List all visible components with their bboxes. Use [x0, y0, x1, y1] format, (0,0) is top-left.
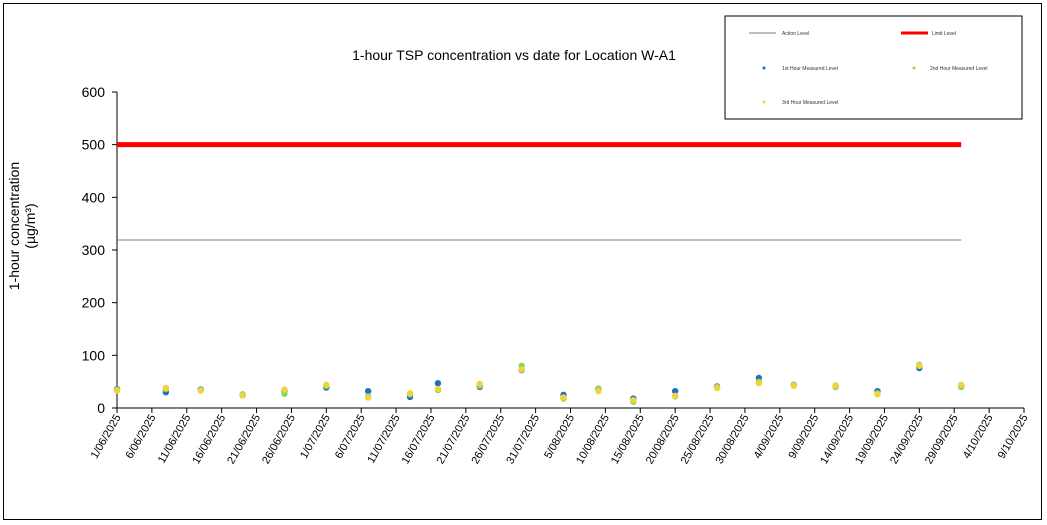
series-3-point [162, 384, 170, 392]
x-tick-label: 16/06/2025 [190, 413, 228, 467]
chart-title: 1-hour TSP concentration vs date for Loc… [352, 47, 676, 63]
x-tick-label: 24/09/2025 [888, 413, 926, 467]
series-3-point [476, 380, 483, 387]
x-tick-label: 29/09/2025 [923, 413, 961, 467]
series-1-point [364, 387, 372, 395]
legend-series-1-swatch [762, 66, 766, 70]
series-3-point [239, 392, 246, 399]
tsp-scatter-chart: 1-hour TSP concentration vs date for Loc… [6, 15, 1031, 466]
series-3-point [916, 362, 923, 370]
chart-frame: 1-hour TSP concentration vs date for Loc… [3, 3, 1042, 520]
x-tick-label: 31/07/2025 [504, 413, 542, 467]
x-tick-label: 9/10/2025 [996, 413, 1031, 461]
x-tick-label: 4/10/2025 [961, 413, 996, 461]
y-tick-label: 0 [97, 400, 105, 416]
legend-series-2-label: 2nd Hour Measured Level [930, 66, 988, 72]
x-tick-label: 21/07/2025 [435, 413, 473, 467]
series-3-point [958, 381, 965, 389]
x-tick-label: 30/08/2025 [714, 413, 752, 467]
y-tick-label: 100 [82, 347, 106, 363]
y-tick-label: 200 [82, 295, 106, 311]
x-tick-label: 6/06/2025 [124, 413, 159, 461]
y-tick-label: 300 [82, 242, 106, 258]
series-3-point [406, 390, 414, 397]
y-axis-label-line2: (µg/m³) [22, 203, 38, 248]
x-tick-label: 14/09/2025 [818, 413, 856, 467]
series-3-point [560, 394, 567, 401]
legend-action-level-label: Action Level [782, 31, 809, 37]
y-tick-label: 600 [82, 84, 106, 100]
y-tick-label: 500 [82, 137, 106, 153]
x-tick-label: 1/07/2025 [298, 413, 333, 461]
x-tick-label: 10/08/2025 [574, 413, 612, 467]
series-3-point [323, 381, 330, 389]
x-tick-label: 9/09/2025 [786, 413, 821, 461]
series-3-point [832, 382, 839, 389]
x-tick-label: 11/06/2025 [156, 413, 194, 466]
x-tick-label: 25/08/2025 [679, 413, 717, 467]
series-3-point [713, 384, 721, 392]
x-tick-label: 26/06/2025 [260, 413, 298, 467]
series-3-point [281, 386, 288, 393]
x-tick-label: 19/09/2025 [853, 413, 891, 467]
y-axis-label: 1-hour concentration (µg/m³) [6, 162, 38, 290]
series-3-point [755, 380, 763, 387]
series-3-point [518, 366, 525, 373]
series-3-point [434, 385, 442, 393]
x-tick-label: 4/09/2025 [752, 413, 787, 461]
series-3-point [197, 387, 204, 394]
x-tick-label: 26/07/2025 [469, 413, 507, 467]
x-tick-label: 1/06/2025 [89, 413, 124, 461]
series-3-point [630, 396, 637, 404]
legend-series-3-swatch [762, 100, 766, 104]
series-3-point [874, 391, 881, 398]
series-3-point [790, 382, 797, 390]
series-1-point [671, 387, 679, 395]
x-tick-label: 11/07/2025 [365, 413, 403, 466]
series-3-point [364, 394, 372, 401]
series-3-point [671, 392, 679, 400]
series-1-point [434, 380, 442, 387]
x-tick-label: 6/07/2025 [333, 413, 368, 461]
x-tick-label: 5/08/2025 [542, 413, 577, 461]
x-tick-label: 15/08/2025 [609, 413, 647, 467]
legend-series-2-swatch [912, 66, 916, 70]
legend-series-1-label: 1st Hour Measured Level [782, 66, 838, 72]
y-tick-label: 400 [82, 189, 106, 205]
series-3-point [113, 387, 121, 394]
y-axis-label-line1: 1-hour concentration [6, 162, 22, 290]
x-tick-label: 16/07/2025 [400, 413, 438, 467]
x-tick-label: 21/06/2025 [225, 413, 263, 467]
legend-series-3-label: 3rd Hour Measured Level [782, 100, 838, 106]
legend: Action Level Limit Level 1st Hour Measur… [724, 15, 1023, 120]
series-3-point [595, 387, 602, 395]
legend-limit-level-label: Limit Level [932, 31, 956, 37]
x-tick-label: 20/08/2025 [644, 413, 682, 467]
